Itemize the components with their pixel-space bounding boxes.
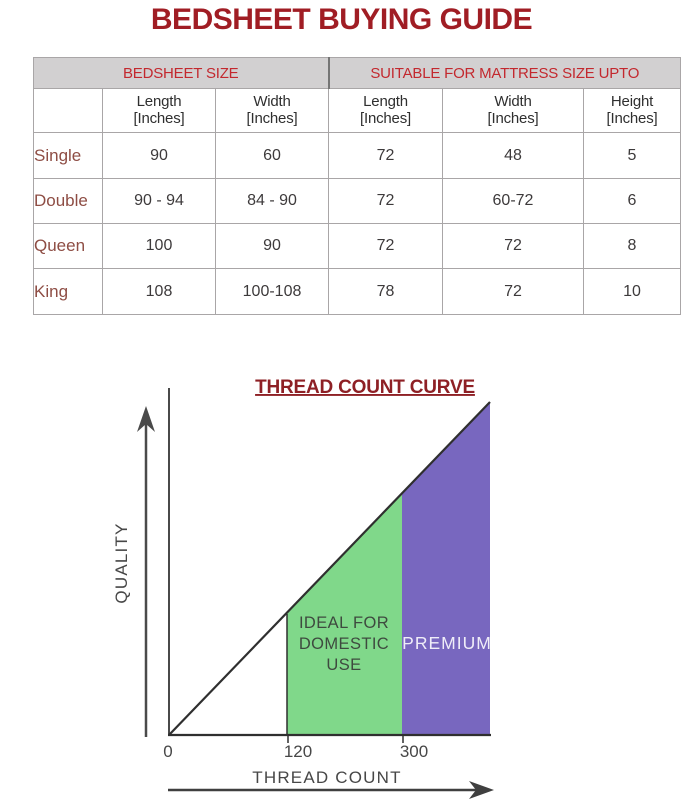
cell-value: 48 — [442, 132, 584, 179]
x-axis-label: THREAD COUNT — [252, 768, 401, 787]
row-label: Single — [33, 132, 103, 179]
column-header-line2: [Inches] — [133, 109, 185, 127]
cell-value: 108 — [102, 268, 216, 315]
column-header-mattress-length: Length [Inches] — [328, 88, 443, 133]
chart-title: THREAD COUNT CURVE — [255, 377, 475, 398]
column-header-bedsheet-width: Width [Inches] — [215, 88, 329, 133]
cell-value: 90 - 94 — [102, 178, 216, 224]
tick-label-0: 0 — [163, 742, 172, 761]
column-header-line1: Width — [494, 92, 532, 110]
column-header-row: Length [Inches] Width [Inches] Length [I… — [33, 88, 682, 133]
region-label-line1: IDEAL FOR — [299, 614, 389, 632]
cell-value: 100-108 — [215, 268, 329, 315]
thread-count-curve-line — [168, 401, 491, 736]
column-header-line2: [Inches] — [246, 109, 298, 127]
column-header-mattress-height: Height [Inches] — [582, 88, 682, 133]
thread-count-arrow-icon — [168, 781, 494, 799]
tick-label-120: 120 — [284, 742, 312, 761]
cell-value: 5 — [582, 132, 682, 179]
region-label-domestic: IDEAL FOR DOMESTIC USE — [299, 614, 389, 674]
group-header-mattress-size: SUITABLE FOR MATTRESS SIZE UPTO — [327, 57, 682, 89]
region-label-premium: PREMIUM — [402, 633, 492, 653]
table-row-double: Double 90 - 94 84 - 90 72 60-72 6 — [33, 178, 682, 224]
region-label-line3: USE — [326, 656, 361, 674]
cell-value: 72 — [442, 223, 584, 269]
tick-label-300: 300 — [400, 742, 428, 761]
y-axis-label: QUALITY — [112, 522, 131, 603]
group-header-row: BEDSHEET SIZE SUITABLE FOR MATTRESS SIZE… — [33, 57, 682, 89]
row-label: King — [33, 268, 103, 315]
page-title: BEDSHEET BUYING GUIDE — [150, 3, 533, 36]
cell-value: 90 — [215, 223, 329, 269]
cell-value: 10 — [582, 268, 682, 315]
table-row-king: King 108 100-108 78 72 10 — [33, 268, 682, 315]
cell-value: 90 — [102, 132, 216, 179]
column-header-line1: Length — [136, 92, 182, 110]
column-header-mattress-width: Width [Inches] — [442, 88, 584, 133]
region-premium — [402, 403, 490, 734]
row-label: Queen — [33, 223, 103, 269]
cell-value: 60-72 — [442, 178, 584, 224]
cell-value: 78 — [328, 268, 443, 315]
column-header-line2: [Inches] — [360, 109, 411, 127]
cell-value: 100 — [102, 223, 216, 269]
region-domestic-use — [287, 494, 402, 734]
cell-value: 6 — [582, 178, 682, 224]
cell-value: 72 — [328, 178, 443, 224]
group-header-bedsheet-size: BEDSHEET SIZE — [33, 57, 329, 89]
table-row-queen: Queen 100 90 72 72 8 — [33, 223, 682, 269]
bedsheet-size-table: BEDSHEET SIZE SUITABLE FOR MATTRESS SIZE… — [33, 57, 682, 315]
column-header-line1: Length — [363, 92, 408, 110]
column-header-line2: [Inches] — [606, 109, 658, 127]
column-header-empty — [33, 88, 103, 133]
cell-value: 72 — [442, 268, 584, 315]
column-header-line1: Height — [610, 92, 654, 110]
column-header-line1: Width — [253, 92, 291, 110]
table-row-single: Single 90 60 72 48 5 — [33, 132, 682, 179]
region-label-line2: DOMESTIC — [299, 635, 389, 653]
cell-value: 60 — [215, 132, 329, 179]
column-header-bedsheet-length: Length [Inches] — [102, 88, 216, 133]
cell-value: 8 — [582, 223, 682, 269]
column-header-line2: [Inches] — [487, 109, 539, 127]
cell-value: 72 — [328, 132, 443, 179]
cell-value: 72 — [328, 223, 443, 269]
row-label: Double — [33, 178, 103, 224]
cell-value: 84 - 90 — [215, 178, 329, 224]
thread-count-chart: THREAD COUNT CURVE QUALITY 0 120 300 IDE… — [112, 377, 494, 799]
size-table-container: BEDSHEET SIZE SUITABLE FOR MATTRESS SIZE… — [33, 57, 682, 315]
quality-arrow-icon — [137, 406, 155, 737]
